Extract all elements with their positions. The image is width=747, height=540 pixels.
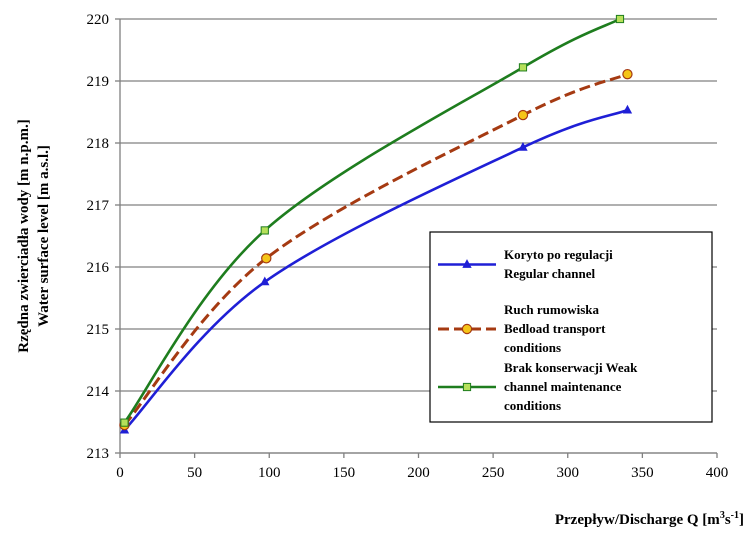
y-axis-title-line-2: Water surface level [m a.s.l.] bbox=[36, 145, 52, 327]
data-point-series-1 bbox=[518, 141, 528, 151]
data-point-series-3 bbox=[615, 14, 625, 24]
grid-lines bbox=[115, 18, 718, 458]
legend-marker-1 bbox=[462, 259, 472, 268]
y-tick-label: 215 bbox=[87, 322, 110, 338]
data-point-series-3 bbox=[518, 63, 528, 72]
y-tick-label: 218 bbox=[87, 136, 110, 152]
x-axis-title: Przepływ/Discharge Q [m3s-1] bbox=[555, 510, 744, 528]
legend-label-3: conditions bbox=[504, 398, 561, 413]
y-tick-label: 216 bbox=[87, 260, 110, 276]
x-tick-label: 400 bbox=[706, 465, 729, 481]
series-line-3 bbox=[123, 17, 621, 424]
x-tick-label: 200 bbox=[407, 465, 430, 481]
legend-label-1: Koryto po regulacji bbox=[504, 247, 613, 262]
legend-label-1: Regular channel bbox=[504, 266, 596, 281]
data-point-series-3 bbox=[120, 418, 129, 427]
data-point-series-1 bbox=[260, 276, 270, 286]
legend-marker-2 bbox=[461, 323, 473, 335]
series-line-2 bbox=[123, 72, 628, 427]
x-tick-labels: 0 50 100 150 200 250 300 350 400 bbox=[116, 465, 728, 481]
data-point-series-2 bbox=[622, 68, 633, 80]
y-tick-label: 220 bbox=[87, 12, 110, 28]
y-tick-label: 219 bbox=[87, 74, 110, 90]
y-tick-label: 217 bbox=[87, 198, 110, 214]
x-tick-label: 50 bbox=[187, 465, 202, 481]
series-line-1 bbox=[123, 108, 628, 431]
y-tick-label: 214 bbox=[87, 384, 110, 400]
y-tick-labels: 213 214 215 216 217 218 219 220 bbox=[87, 12, 110, 462]
x-tick-label: 250 bbox=[482, 465, 505, 481]
x-tick-label: 100 bbox=[258, 465, 281, 481]
x-tick-label: 300 bbox=[557, 465, 580, 481]
legend-label-2: Ruch rumowiska bbox=[504, 302, 599, 317]
legend-label-3: channel maintenance bbox=[504, 379, 622, 394]
data-point-series-2 bbox=[517, 109, 529, 121]
legend-label-2: conditions bbox=[504, 340, 561, 355]
x-tick-label: 150 bbox=[333, 465, 356, 481]
series-lines bbox=[119, 14, 633, 434]
data-point-series-2 bbox=[261, 253, 272, 264]
data-point-series-3 bbox=[260, 226, 269, 235]
data-point-series-1 bbox=[622, 104, 633, 114]
y-tick-label: 213 bbox=[87, 446, 110, 462]
legend: Koryto po regulacji Regular channel Ruch r… bbox=[429, 231, 713, 423]
x-tick-label: 0 bbox=[116, 465, 124, 481]
x-tick-label: 350 bbox=[631, 465, 654, 481]
legend-marker-3 bbox=[462, 382, 472, 392]
y-axis-title-line-1: Rzędna zwierciadła wody [m n.p.m.] bbox=[16, 119, 32, 352]
legend-label-3: Brak konserwacji Weak bbox=[504, 360, 638, 375]
legend-label-2: Bedload transport bbox=[504, 321, 606, 336]
